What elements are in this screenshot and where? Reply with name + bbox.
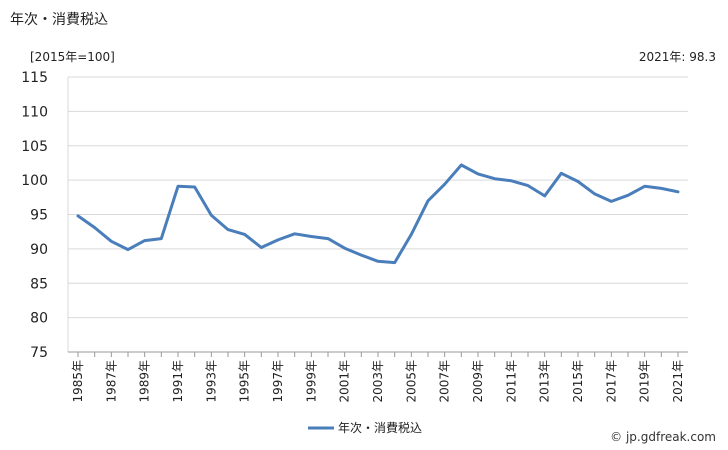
x-tick-label: 2005年: [404, 360, 418, 403]
x-tick-label: 1999年: [304, 360, 318, 403]
x-tick-label: 1991年: [171, 360, 185, 403]
y-tick-label: 115: [21, 70, 48, 86]
data-point: [576, 180, 580, 183]
legend-label: 年次・消費税込: [338, 420, 422, 435]
data-point: [660, 187, 663, 190]
data-point: [210, 213, 213, 217]
y-tick-label: 100: [21, 173, 48, 189]
data-point: [276, 238, 280, 242]
x-tick-label: 2007年: [438, 360, 452, 403]
chart-title: 年次・消費税込: [10, 12, 108, 28]
data-point: [676, 190, 680, 194]
x-tick-label: 2001年: [338, 360, 352, 403]
data-point: [360, 253, 363, 257]
x-tick-label: 2003年: [371, 360, 385, 403]
data-point: [93, 226, 96, 229]
x-tick-label: 2017年: [604, 360, 618, 403]
legend: 年次・消費税込: [308, 420, 422, 435]
data-point: [126, 248, 130, 251]
x-tick-label: 2015年: [571, 360, 585, 403]
data-point: [76, 214, 80, 218]
x-tick-label: 1993年: [204, 360, 218, 403]
x-tick-label: 1985年: [71, 360, 85, 403]
data-point: [326, 237, 330, 240]
y-tick-label: 85: [30, 276, 48, 292]
data-point: [543, 194, 546, 198]
data-point: [410, 233, 413, 236]
data-point: [526, 184, 530, 187]
data-point: [260, 246, 263, 249]
data-point: [343, 246, 346, 250]
x-tick-label: 1987年: [104, 360, 118, 403]
data-point: [393, 261, 396, 264]
x-tick-label: 2019年: [638, 360, 652, 403]
data-point: [376, 260, 380, 263]
data-point: [143, 239, 146, 242]
series-group: [76, 163, 680, 265]
y-axis-ticks: 75 80 85 90 95 100 105 110 115: [21, 70, 48, 361]
data-point: [176, 185, 180, 188]
data-point: [460, 163, 463, 167]
x-tick-label: 2011年: [504, 360, 518, 403]
x-tick-label: 1997年: [271, 360, 285, 403]
data-point: [160, 237, 163, 240]
data-point: [193, 185, 196, 189]
x-tick-label: 2021年: [671, 360, 685, 403]
y-tick-label: 75: [30, 345, 48, 361]
data-point: [593, 192, 596, 196]
y-axis-unit-label: [2015年=100]: [30, 50, 115, 64]
data-point: [426, 199, 430, 202]
y-tick-label: 90: [30, 242, 48, 258]
data-point: [476, 172, 480, 176]
source-credit: © jp.gdfreak.com: [610, 430, 716, 444]
data-point: [610, 200, 613, 203]
x-axis: 1985年 1987年 1989年 1991年 1993年 1995年 1997年 1999年…: [68, 351, 688, 403]
x-tick-label: 2013年: [538, 360, 552, 403]
data-point: [110, 240, 113, 243]
data-point: [243, 233, 246, 236]
y-tick-label: 110: [21, 104, 48, 120]
data-point: [226, 228, 230, 231]
y-tick-label: 80: [30, 311, 48, 327]
data-point: [293, 232, 296, 235]
y-tick-label: 105: [21, 139, 48, 155]
data-point: [493, 177, 496, 180]
data-point: [310, 235, 313, 238]
x-tick-label: 1989年: [138, 360, 152, 403]
grid-lines: [67, 76, 688, 353]
x-tick-label: 1995年: [238, 360, 252, 403]
x-tick-label: 2009年: [471, 360, 485, 403]
data-point: [510, 179, 513, 183]
y-tick-label: 95: [30, 208, 48, 224]
data-point: [626, 194, 630, 197]
data-point: [643, 185, 646, 188]
latest-value-label: 2021年: 98.3: [638, 50, 716, 64]
data-point: [443, 183, 446, 186]
data-point: [560, 172, 563, 175]
